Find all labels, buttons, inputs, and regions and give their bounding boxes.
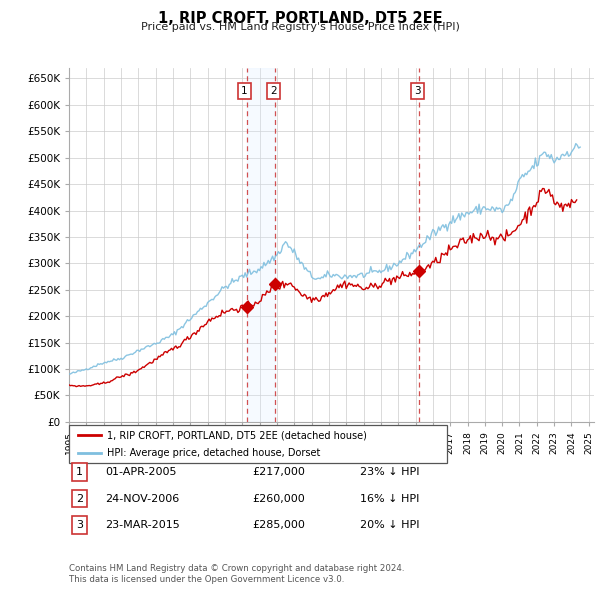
Text: 2: 2 bbox=[76, 494, 83, 503]
Text: 23% ↓ HPI: 23% ↓ HPI bbox=[360, 467, 419, 477]
Text: £217,000: £217,000 bbox=[252, 467, 305, 477]
Text: 1: 1 bbox=[241, 86, 248, 96]
FancyBboxPatch shape bbox=[69, 425, 447, 463]
Text: 1, RIP CROFT, PORTLAND, DT5 2EE (detached house): 1, RIP CROFT, PORTLAND, DT5 2EE (detache… bbox=[107, 430, 367, 440]
Text: 2: 2 bbox=[270, 86, 277, 96]
Text: 24-NOV-2006: 24-NOV-2006 bbox=[105, 494, 179, 503]
Text: £260,000: £260,000 bbox=[252, 494, 305, 503]
Text: 1: 1 bbox=[76, 467, 83, 477]
Text: Contains HM Land Registry data © Crown copyright and database right 2024.: Contains HM Land Registry data © Crown c… bbox=[69, 565, 404, 573]
Text: Price paid vs. HM Land Registry's House Price Index (HPI): Price paid vs. HM Land Registry's House … bbox=[140, 22, 460, 32]
Text: 23-MAR-2015: 23-MAR-2015 bbox=[105, 520, 180, 530]
Text: 20% ↓ HPI: 20% ↓ HPI bbox=[360, 520, 419, 530]
Text: 3: 3 bbox=[76, 520, 83, 530]
Text: 16% ↓ HPI: 16% ↓ HPI bbox=[360, 494, 419, 503]
Text: 1, RIP CROFT, PORTLAND, DT5 2EE: 1, RIP CROFT, PORTLAND, DT5 2EE bbox=[158, 11, 442, 25]
Text: £285,000: £285,000 bbox=[252, 520, 305, 530]
Text: 01-APR-2005: 01-APR-2005 bbox=[105, 467, 176, 477]
Text: This data is licensed under the Open Government Licence v3.0.: This data is licensed under the Open Gov… bbox=[69, 575, 344, 584]
Text: HPI: Average price, detached house, Dorset: HPI: Average price, detached house, Dors… bbox=[107, 448, 320, 458]
Bar bbox=[247, 68, 275, 422]
Text: 3: 3 bbox=[414, 86, 421, 96]
